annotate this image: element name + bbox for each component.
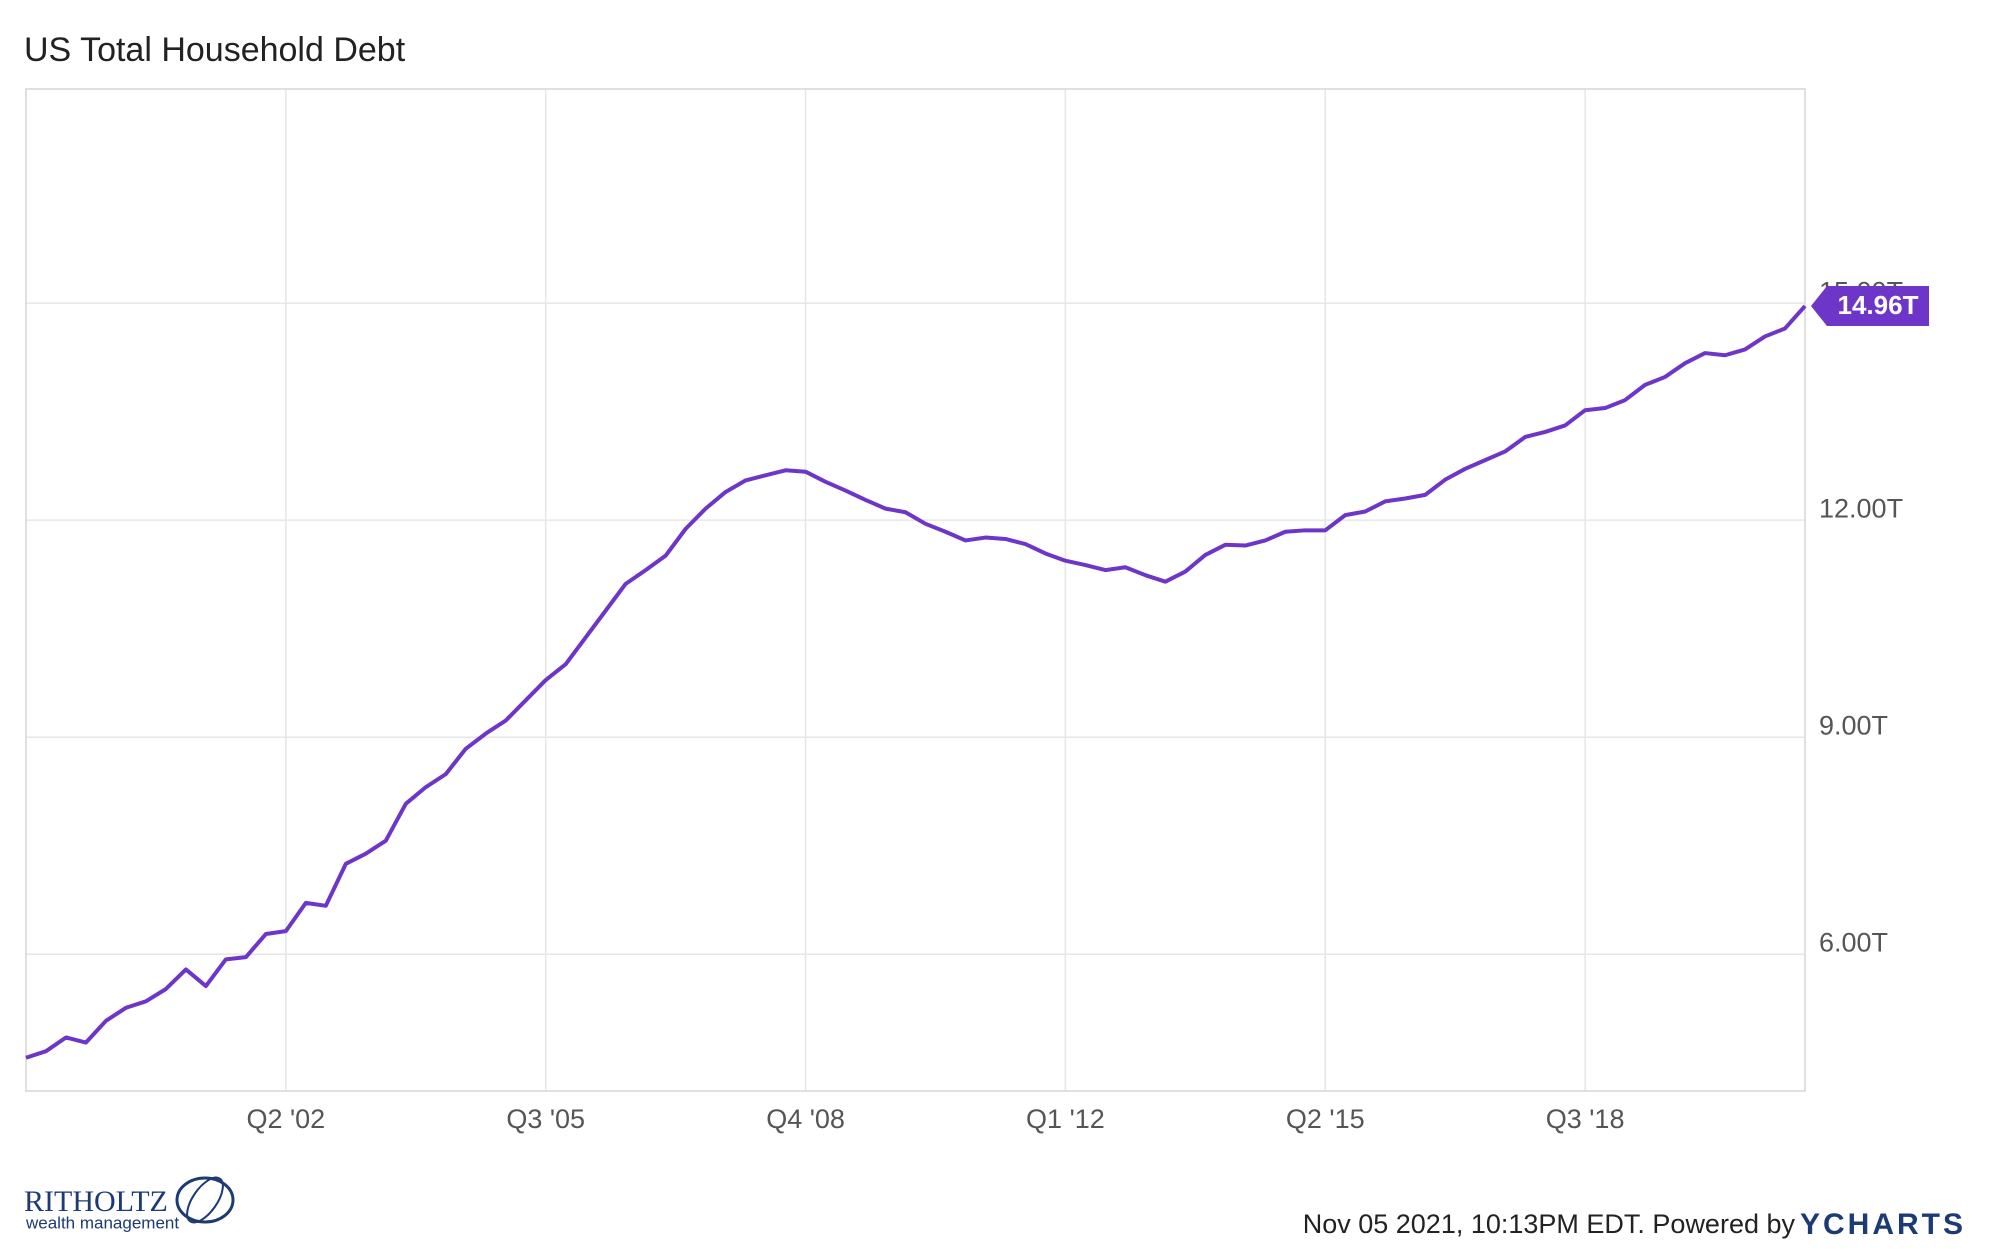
logo-emblem [175, 1176, 235, 1224]
logo-emblem [186, 1176, 224, 1224]
logo: RITHOLTZ wealth management [24, 1176, 235, 1232]
footer: Nov 05 2021, 10:13PM EDT. Powered by [1303, 1209, 1796, 1239]
x-tick-label: Q2 '15 [1286, 1104, 1365, 1134]
x-tick-label: Q3 '05 [506, 1104, 585, 1134]
x-tick-label: Q3 '18 [1546, 1104, 1625, 1134]
logo-tagline: wealth management [25, 1213, 179, 1232]
value-label: 14.96T [1838, 290, 1919, 320]
y-tick-label: 9.00T [1819, 710, 1888, 740]
line [25, 304, 1807, 1060]
x-tick-label: Q4 '08 [766, 1104, 845, 1134]
value-tag [1811, 286, 1929, 327]
plot-frame [25, 88, 1806, 1092]
y-tick-label: 12.00T [1819, 493, 1903, 523]
brand: YCHARTS [1800, 1208, 1966, 1241]
y-tick-label: 6.00T [1819, 927, 1888, 957]
x-tick-label: Q1 '12 [1026, 1104, 1105, 1134]
chart-title: US Total Household Debt [24, 31, 406, 69]
logo-name: RITHOLTZ [24, 1185, 168, 1218]
x-tick-label: Q2 '02 [246, 1104, 325, 1134]
